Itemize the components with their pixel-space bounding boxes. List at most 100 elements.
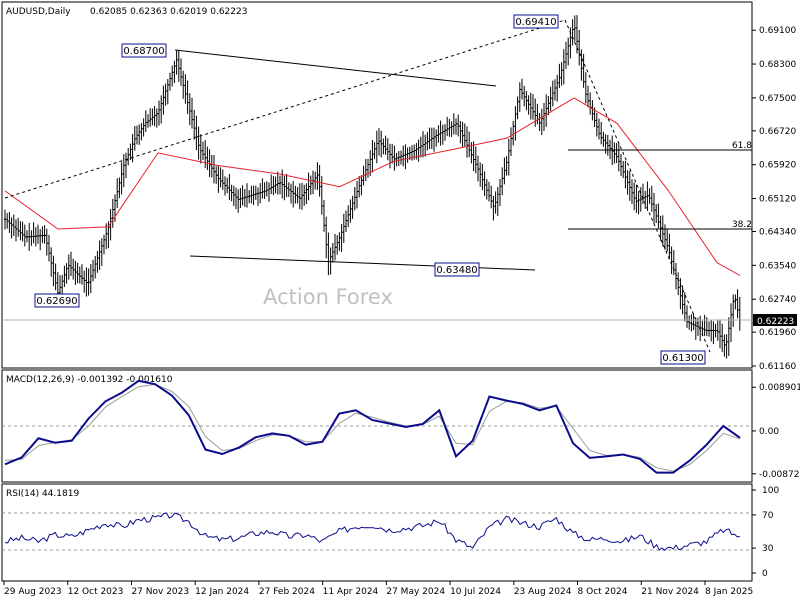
price-bar: [646, 181, 649, 211]
price-bar: [494, 191, 497, 214]
price-bar: [668, 233, 671, 260]
price-bar: [41, 226, 44, 243]
price-bar: [296, 187, 299, 204]
label-high-0-68700-text: 0.68700: [123, 46, 164, 57]
price-bar: [472, 141, 475, 172]
macd-tick-label: -0.008729: [759, 470, 800, 480]
price-tick-label: 0.61960: [759, 328, 796, 338]
time-tick-label: 23 Aug 2024: [514, 587, 572, 597]
price-bar: [307, 172, 310, 201]
label-low-0-61300-text: 0.61300: [662, 353, 703, 364]
price-bar: [428, 127, 431, 149]
time-tick-label: 27 May 2024: [386, 587, 445, 597]
price-tick-label: 0.65920: [759, 161, 796, 171]
dotted-trendline-up: [4, 19, 566, 199]
price-tick-label: 0.62740: [759, 295, 796, 305]
price-bar: [395, 152, 398, 167]
price-bar: [679, 278, 682, 310]
current-price-value: 0.62223: [757, 317, 794, 327]
price-bar: [406, 147, 409, 163]
rsi-panel-frame: [1, 483, 753, 582]
price-tick-label: 0.69100: [759, 26, 796, 36]
price-bar: [657, 203, 660, 229]
macd-title: MACD(12,26,9) -0.001392 -0.001610: [6, 375, 173, 385]
time-tick-label: 12 Oct 2023: [68, 587, 124, 597]
price-bar: [439, 120, 442, 146]
time-tick-label: 21 Nov 2024: [641, 587, 699, 597]
price-tick-label: 0.67500: [759, 94, 796, 104]
price-bar: [373, 142, 376, 160]
price-bar: [635, 184, 638, 213]
price-bar: [547, 96, 550, 116]
label-low-0-63480: 0.63480: [434, 262, 480, 277]
time-tick-label: 8 Oct 2024: [578, 587, 628, 597]
time-axis: 29 Aug 2023 12 Oct 2023 27 Nov 2023 12 Jan …: [3, 581, 753, 597]
price-bar: [701, 320, 704, 336]
price-bar: [558, 63, 561, 88]
price-bars: [3, 15, 741, 359]
price-bar: [263, 182, 266, 199]
symbol-label: AUDUSD,Daily: [6, 7, 71, 17]
price-tick-label: 0.63540: [759, 261, 796, 271]
time-tick-label: 27 Feb 2024: [259, 587, 315, 597]
time-tick-label: 29 Aug 2023: [4, 587, 62, 597]
price-bar: [483, 171, 486, 196]
price-tick-label: 0.68300: [759, 60, 796, 70]
price-bar: [690, 314, 693, 332]
price-bar: [52, 255, 55, 287]
rsi-title: RSI(14) 44.1819: [6, 489, 79, 499]
dotted-trendline-down: [564, 19, 711, 353]
label-low-0-62690: 0.62690: [34, 293, 80, 308]
price-bar: [624, 160, 627, 189]
current-price-marker: 0.62223: [753, 314, 797, 327]
price-bar: [734, 294, 737, 310]
rsi-axis: 100 70 30 0: [752, 486, 779, 579]
price-panel-frame: [1, 1, 753, 369]
price-bar: [505, 156, 508, 176]
time-tick-label: 12 Jan 2024: [195, 587, 249, 597]
price-bar: [450, 121, 453, 137]
upper-trendline: [174, 49, 497, 87]
macd-axis: 0.008901 0.00 -0.008729: [752, 383, 800, 480]
price-bar: [525, 90, 528, 111]
price-bar: [417, 139, 420, 162]
watermark: Action Forex: [263, 285, 393, 309]
price-tick-label: 0.61160: [759, 362, 796, 372]
label-high-0-68700: 0.68700: [121, 43, 167, 58]
moving-average-line: [4, 97, 741, 276]
price-tick-label: 0.64340: [759, 228, 796, 238]
price-bar: [514, 106, 517, 141]
time-tick-label: 11 Apr 2024: [323, 587, 379, 597]
rsi-tick-label: 100: [762, 486, 779, 496]
price-bar: [712, 321, 715, 345]
rsi-tick-label: 0: [762, 569, 768, 579]
rsi-tick-label: 70: [762, 511, 774, 521]
price-axis: 0.69100 0.68300 0.67500 0.66720 0.65920 0.651…: [752, 26, 796, 372]
price-bar: [340, 223, 343, 253]
price-bar: [461, 121, 464, 148]
price-bar: [30, 230, 33, 246]
time-tick-label: 27 Nov 2023: [131, 587, 189, 597]
time-tick-label: 8 Jan 2025: [705, 587, 753, 597]
rsi-tick-label: 30: [762, 544, 774, 554]
label-low-0-61300: 0.61300: [660, 350, 706, 365]
price-bar: [274, 176, 277, 194]
price-bar: [384, 135, 387, 155]
label-high-0-69410: 0.69410: [513, 14, 559, 29]
label-low-0-62690-text: 0.62690: [36, 296, 77, 307]
label-low-0-63480-text: 0.63480: [436, 265, 477, 276]
price-bar: [318, 165, 321, 197]
price-tick-label: 0.66720: [759, 127, 796, 137]
price-bar: [21, 221, 24, 242]
rsi-line: [4, 512, 741, 551]
price-tick-label: 0.65120: [759, 195, 796, 205]
ohlc-values: 0.62085 0.62363 0.62019 0.62223: [90, 7, 247, 17]
fib-38-2-label: 38.2: [732, 220, 752, 230]
price-bar: [723, 334, 726, 357]
macd-main-line: [4, 379, 741, 474]
price-bar: [285, 173, 288, 198]
time-tick-label: 10 Jul 2024: [450, 587, 501, 597]
macd-tick-label: 0.00: [759, 427, 779, 437]
